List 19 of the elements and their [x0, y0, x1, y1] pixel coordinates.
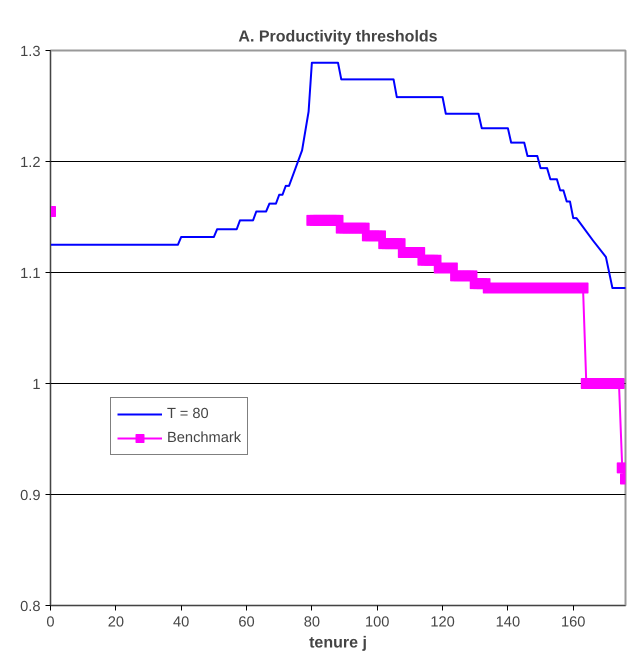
y-tick-label: 1 [32, 377, 41, 393]
y-tick-label: 0.8 [20, 599, 40, 615]
y-tick-label: 1.2 [20, 155, 40, 171]
x-tick-label: 0 [46, 614, 55, 630]
x-tick-label: 20 [108, 614, 124, 630]
x-tick-label: 100 [364, 614, 390, 630]
legend-label: T = 80 [167, 406, 209, 422]
x-tick-label: 140 [496, 614, 520, 630]
x-tick-label: 60 [238, 614, 255, 630]
x-tick-label: 160 [561, 614, 586, 630]
y-tick-label: 1.3 [20, 44, 40, 60]
x-tick-label: 40 [173, 614, 190, 630]
y-tick-label: 1.1 [20, 266, 40, 282]
x-tick-label: 120 [430, 614, 455, 630]
x-axis-title: tenure j [309, 634, 367, 652]
legend-label: Benchmark [167, 430, 242, 446]
y-tick-label: 0.9 [20, 488, 40, 504]
x-tick-label: 80 [304, 614, 320, 630]
chart-title: A. Productivity thresholds [238, 28, 438, 46]
